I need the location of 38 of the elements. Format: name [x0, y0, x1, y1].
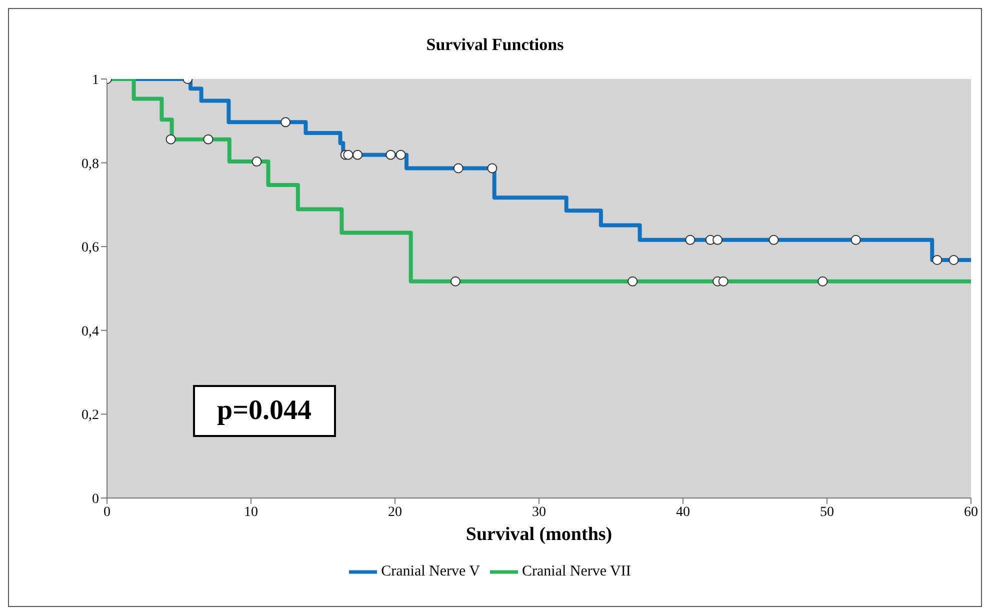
point	[453, 163, 464, 174]
legend-label: Cranial Nerve V	[381, 563, 480, 580]
annotation: p=0.044	[193, 385, 336, 437]
y-tick-label: 0,6	[82, 240, 99, 256]
point	[718, 276, 728, 286]
point	[948, 255, 959, 266]
point	[203, 134, 214, 144]
point	[768, 234, 779, 245]
point	[396, 150, 406, 160]
point	[252, 156, 262, 167]
point	[166, 134, 176, 144]
y-tick-label: 1	[92, 72, 99, 88]
x-tick-label: 60	[964, 504, 978, 520]
point	[932, 255, 942, 266]
point	[818, 276, 828, 286]
point	[343, 150, 354, 160]
point	[628, 276, 638, 286]
x-tick-label: 10	[244, 504, 258, 520]
chart-title: Survival Functions	[425, 35, 565, 55]
point	[685, 234, 696, 245]
y-tick-label: 0,8	[82, 156, 99, 172]
point	[352, 150, 363, 160]
y-tick-label: 0	[92, 492, 99, 507]
y-tick-label: 0,4	[82, 324, 99, 340]
x-tick-label: 30	[532, 504, 546, 520]
y-tick-label: 0,2	[82, 408, 99, 424]
point	[712, 234, 723, 245]
point	[850, 234, 861, 245]
x-tick-label: 0	[104, 504, 110, 520]
legend-label: Cranial Nerve VII	[522, 563, 631, 580]
x-axis-title: Survival (months)	[466, 524, 612, 545]
point	[487, 163, 498, 174]
point	[280, 117, 291, 128]
x-tick-label: 50	[820, 504, 834, 520]
x-tick-label: 20	[388, 504, 402, 520]
point	[386, 150, 396, 160]
x-tick-label: 40	[676, 504, 690, 520]
point	[450, 276, 460, 286]
